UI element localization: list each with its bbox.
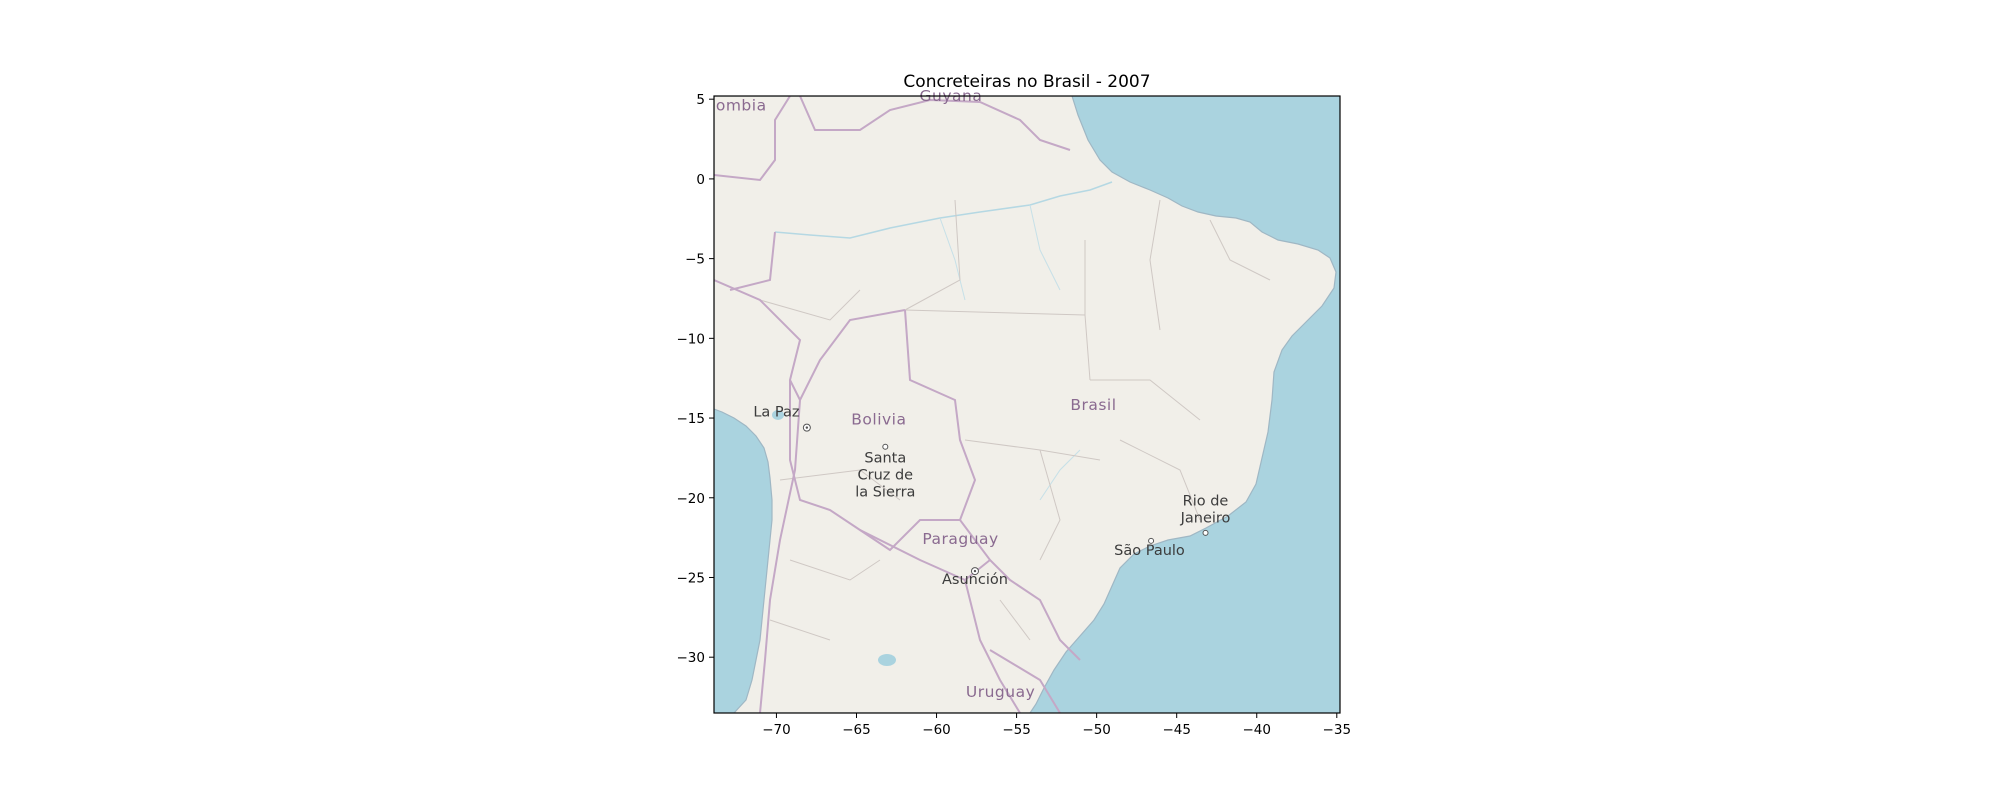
river-3 bbox=[1029, 204, 1061, 291]
chart-title: Concreteiras no Brasil - 2007 bbox=[903, 72, 1150, 92]
y-tick-label: −10 bbox=[677, 331, 706, 347]
x-tick-label: −40 bbox=[1242, 722, 1271, 738]
y-tick-label: 0 bbox=[696, 172, 705, 188]
lagoa-dos-patos bbox=[1064, 654, 1076, 682]
y-tick-label: −25 bbox=[677, 570, 706, 586]
labels-layer: ombiaGuyanaBrasilBoliviaParaguayUruguayL… bbox=[716, 87, 1231, 701]
river-2 bbox=[939, 217, 966, 301]
capital-dot bbox=[973, 569, 977, 573]
country-label: Uruguay bbox=[966, 683, 1035, 701]
axes-frame bbox=[713, 95, 1341, 714]
x-tick-label: −55 bbox=[1002, 722, 1031, 738]
amazon-river bbox=[774, 181, 1113, 239]
country-label: Paraguay bbox=[922, 530, 998, 548]
city-marker bbox=[1202, 529, 1209, 536]
y-tick-label: −15 bbox=[677, 411, 706, 427]
map-area bbox=[714, 96, 1340, 713]
y-tick-label: −5 bbox=[685, 252, 705, 268]
y-tick-label: −20 bbox=[677, 491, 706, 507]
lake-south bbox=[878, 654, 896, 666]
y-tick-label: 5 bbox=[696, 92, 705, 108]
city-label: Rio de Janeiro bbox=[1180, 494, 1231, 527]
x-tick-label: −50 bbox=[1082, 722, 1111, 738]
city-marker bbox=[882, 443, 889, 450]
country-label: ombia bbox=[716, 96, 767, 114]
country-label: Bolivia bbox=[851, 410, 906, 428]
x-tick-label: −65 bbox=[842, 722, 871, 738]
country-label: Brasil bbox=[1070, 396, 1116, 414]
city-label: Santa Cruz de la Sierra bbox=[855, 451, 915, 501]
x-axis: −70 −65 −60 −55 −50 −45 −40 −35 bbox=[762, 713, 1351, 738]
city-label: São Paulo bbox=[1114, 543, 1185, 559]
city-marker bbox=[1148, 537, 1155, 544]
y-axis: 5 0 −5 −10 −15 −20 −25 −30 bbox=[677, 92, 714, 666]
city-label: Asunción bbox=[942, 572, 1008, 588]
land-mass bbox=[714, 96, 1337, 713]
x-tick-label: −35 bbox=[1323, 722, 1352, 738]
country-borders bbox=[714, 96, 1081, 713]
x-tick-label: −60 bbox=[922, 722, 951, 738]
y-tick-label: −30 bbox=[677, 650, 706, 666]
lake-titicaca bbox=[772, 410, 784, 420]
state-borders bbox=[759, 199, 1271, 641]
capital-dot bbox=[805, 426, 809, 429]
city-label: La Paz bbox=[753, 404, 799, 420]
x-tick-label: −45 bbox=[1162, 722, 1191, 738]
river-4 bbox=[1039, 449, 1081, 501]
x-tick-label: −70 bbox=[762, 722, 791, 738]
